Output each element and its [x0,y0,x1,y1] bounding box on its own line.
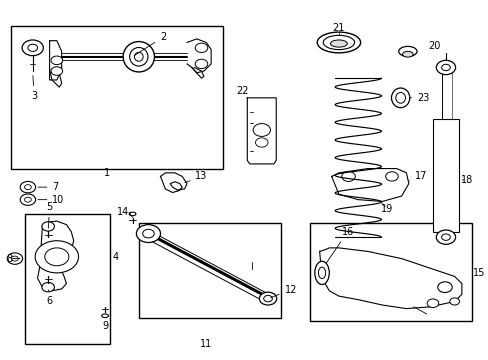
Circle shape [385,172,397,181]
Text: 13: 13 [184,171,207,183]
Bar [11,26,223,169]
Text: 20: 20 [427,41,440,51]
Circle shape [7,253,22,264]
Text: 17: 17 [408,171,426,181]
Circle shape [42,283,54,292]
Circle shape [45,248,69,266]
Ellipse shape [330,40,346,47]
Text: 4: 4 [112,252,118,262]
Circle shape [435,60,455,75]
Circle shape [51,56,62,64]
Text: 19: 19 [380,203,392,213]
Text: 15: 15 [472,268,485,278]
Ellipse shape [102,314,108,318]
Ellipse shape [129,48,148,66]
Text: 23: 23 [409,93,428,103]
Ellipse shape [123,41,154,72]
Circle shape [24,185,31,190]
Circle shape [12,256,18,261]
Text: 18: 18 [460,175,472,185]
Ellipse shape [395,93,405,103]
Circle shape [28,44,38,51]
Text: 3: 3 [31,76,37,101]
Text: 11: 11 [200,339,212,349]
Circle shape [195,43,207,53]
Circle shape [437,282,451,293]
Text: 9: 9 [102,321,108,332]
Bar [432,119,459,232]
Ellipse shape [318,267,325,279]
Text: 21: 21 [332,23,345,33]
Circle shape [51,67,62,75]
Bar [139,223,281,318]
Text: 16: 16 [325,227,353,264]
Text: 12: 12 [270,285,296,298]
Bar [309,223,470,321]
Circle shape [341,171,355,181]
Circle shape [263,296,272,302]
Circle shape [427,299,438,307]
Text: 7: 7 [52,182,58,192]
Circle shape [435,230,455,244]
Ellipse shape [134,52,143,61]
Circle shape [441,64,449,71]
Circle shape [142,229,154,238]
Circle shape [449,298,459,305]
Circle shape [259,292,276,305]
Circle shape [195,59,207,68]
Circle shape [20,181,36,193]
Circle shape [20,194,36,205]
Text: 2: 2 [135,32,166,55]
Bar [25,214,110,344]
Circle shape [22,40,43,56]
Text: 14: 14 [117,207,129,217]
Text: 10: 10 [52,195,64,204]
Text: 8: 8 [6,253,12,264]
Ellipse shape [398,46,416,57]
Circle shape [42,222,54,231]
Ellipse shape [129,212,136,216]
Circle shape [136,225,160,243]
Circle shape [253,123,270,136]
Ellipse shape [402,51,412,57]
Text: 6: 6 [46,290,53,306]
Text: 22: 22 [236,86,248,96]
Ellipse shape [317,32,360,53]
Circle shape [35,241,79,273]
Ellipse shape [391,88,409,108]
Circle shape [255,138,267,147]
Ellipse shape [314,261,328,284]
Text: 1: 1 [104,168,110,178]
Circle shape [24,197,31,202]
Circle shape [441,234,449,240]
Ellipse shape [323,35,354,50]
Text: 5: 5 [46,202,53,228]
